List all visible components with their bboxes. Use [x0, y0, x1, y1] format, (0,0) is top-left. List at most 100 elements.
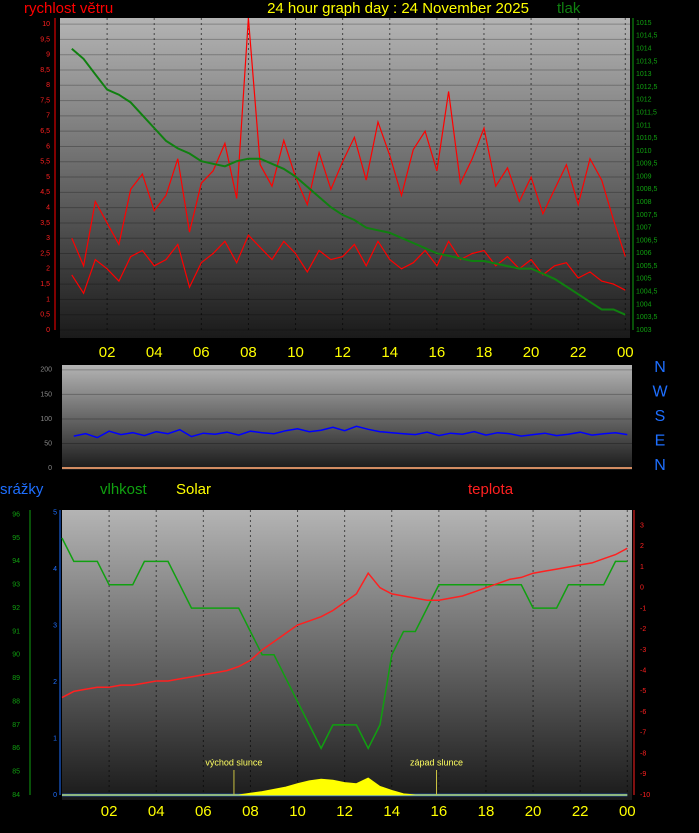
- legend-label: Solar: [176, 481, 211, 498]
- y-tick-label: 85: [12, 768, 20, 775]
- y-tick-label: 9: [46, 52, 50, 59]
- y-tick-label: 1004,5: [636, 288, 658, 295]
- direction-label: S: [655, 408, 666, 425]
- x-tick-label: 14: [381, 344, 398, 361]
- y-tick-label: 1008: [636, 199, 652, 206]
- x-tick-label: 04: [146, 344, 163, 361]
- y-tick-label: -8: [640, 750, 646, 757]
- y-tick-label: 150: [40, 391, 52, 398]
- y-tick-label: 8,5: [40, 67, 50, 74]
- y-tick-label: 94: [12, 558, 20, 565]
- y-tick-label: 93: [12, 582, 20, 589]
- direction-label: N: [654, 457, 666, 474]
- y-tick-label: 5: [53, 510, 57, 517]
- y-tick-label: 1006,5: [636, 237, 658, 244]
- x-tick-label: 16: [429, 344, 446, 361]
- direction-label: N: [654, 359, 666, 376]
- y-tick-label: 88: [12, 698, 20, 705]
- annotation: východ slunce: [205, 757, 262, 767]
- y-tick-label: 90: [12, 652, 20, 659]
- y-tick-label: 5,5: [40, 159, 50, 166]
- y-tick-label: 4,5: [40, 189, 50, 196]
- y-tick-label: 3: [46, 235, 50, 242]
- y-tick-label: 1007: [636, 225, 652, 232]
- y-tick-label: 6: [46, 143, 50, 150]
- y-tick-label: 200: [40, 367, 52, 374]
- y-tick-label: 2: [53, 679, 57, 686]
- x-tick-label: 12: [334, 344, 351, 361]
- y-tick-label: 10: [42, 21, 50, 28]
- y-tick-label: 3,5: [40, 220, 50, 227]
- y-tick-label: 3: [640, 522, 644, 529]
- y-tick-label: 0: [46, 327, 50, 334]
- y-tick-label: 1009: [636, 173, 652, 180]
- y-tick-label: 100: [40, 416, 52, 423]
- x-tick-label: 02: [99, 344, 116, 361]
- y-tick-label: 1014,5: [636, 33, 658, 40]
- y-tick-label: 1005,5: [636, 263, 658, 270]
- y-tick-label: 9,5: [40, 36, 50, 43]
- series-line: [71, 47, 626, 316]
- y-tick-label: 1015: [636, 20, 652, 27]
- solar-area: [62, 777, 628, 796]
- x-tick-label: 22: [570, 344, 587, 361]
- x-tick-label: 00: [617, 344, 634, 361]
- y-tick-label: -6: [640, 709, 646, 716]
- y-tick-label: 3: [53, 623, 57, 630]
- y-tick-label: 0,5: [40, 312, 50, 319]
- x-tick-label: 08: [240, 344, 257, 361]
- y-tick-label: 1003: [636, 327, 652, 334]
- y-tick-label: 2,5: [40, 250, 50, 257]
- y-tick-label: -10: [640, 792, 650, 799]
- x-tick-label: 08: [242, 803, 259, 820]
- x-tick-label: 16: [431, 803, 448, 820]
- series-line: [71, 17, 626, 268]
- y-tick-label: 84: [12, 792, 20, 799]
- y-tick-label: 0: [640, 585, 644, 592]
- y-tick-label: 87: [12, 722, 20, 729]
- y-tick-label: -3: [640, 647, 646, 654]
- y-tick-label: 1,5: [40, 281, 50, 288]
- direction-label: W: [652, 384, 668, 401]
- y-axis-title: rychlost větru: [24, 0, 113, 17]
- y-tick-label: 86: [12, 745, 20, 752]
- y-tick-label: -4: [640, 667, 646, 674]
- direction-label: E: [655, 433, 666, 450]
- x-tick-label: 02: [101, 803, 118, 820]
- y-tick-label: 6,5: [40, 128, 50, 135]
- y-tick-label: 4: [46, 204, 50, 211]
- y-tick-label: 1013: [636, 71, 652, 78]
- y-tick-label: -9: [640, 771, 646, 778]
- plot-area: [62, 365, 632, 470]
- y-tick-label: -7: [640, 730, 646, 737]
- x-tick-label: 06: [193, 344, 210, 361]
- y-tick-label: 1011,5: [636, 109, 657, 116]
- series-line: [73, 425, 628, 439]
- y-tick-label: 1014: [636, 46, 652, 53]
- plot-area: [60, 18, 630, 338]
- y-tick-label: 1012,5: [636, 84, 658, 91]
- y-tick-label: 2: [640, 543, 644, 550]
- x-tick-label: 14: [383, 803, 400, 820]
- series-line: [61, 537, 628, 750]
- y-tick-label: -5: [640, 688, 646, 695]
- y-tick-label: 1010: [636, 148, 652, 155]
- y-tick-label: 89: [12, 675, 20, 682]
- y-tick-label: 1011: [636, 122, 651, 129]
- legend-label: srážky: [0, 481, 44, 498]
- y-tick-label: 92: [12, 605, 20, 612]
- plot-area: [62, 510, 632, 800]
- series-line: [71, 234, 626, 295]
- y-tick-label: 1008,5: [636, 186, 658, 193]
- legend-label: vlhkost: [100, 481, 148, 498]
- y-tick-label: 1005: [636, 276, 652, 283]
- legend-label: teplota: [468, 481, 514, 498]
- y-tick-label: 1013,5: [636, 58, 658, 65]
- chart-title: 24 hour graph day : 24 November 2025: [267, 0, 529, 17]
- x-tick-label: 00: [619, 803, 636, 820]
- y-tick-label: 1009,5: [636, 161, 658, 168]
- x-tick-label: 20: [523, 344, 540, 361]
- y-tick-label: 2: [46, 266, 50, 273]
